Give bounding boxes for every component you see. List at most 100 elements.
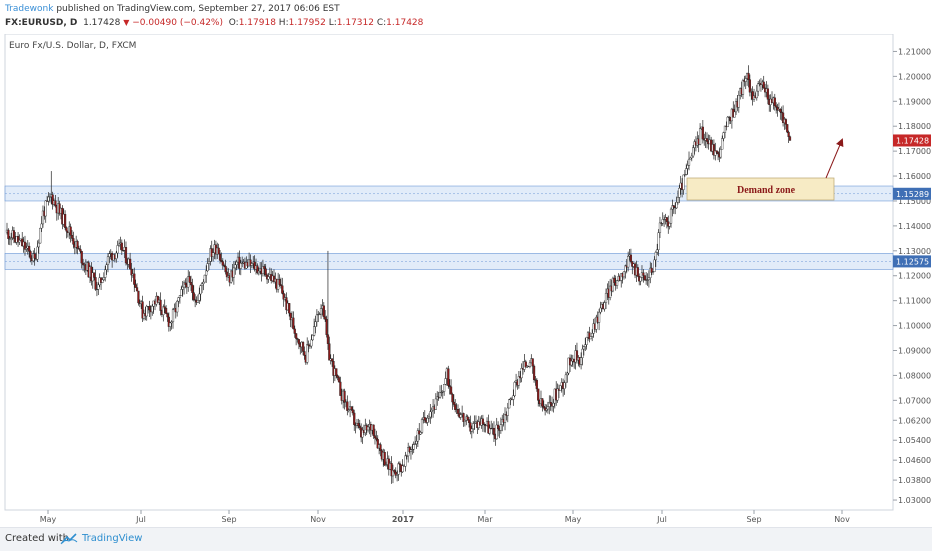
price-chart[interactable]: Euro Fx/U.S. Dollar, D, FXCM 1.21000 1.20… bbox=[0, 34, 932, 527]
candle-body bbox=[542, 406, 545, 408]
candle-body bbox=[391, 470, 395, 477]
candle-body bbox=[117, 243, 121, 246]
candle-body bbox=[642, 272, 645, 276]
x-tick-label: Nov bbox=[310, 515, 326, 524]
candle-body bbox=[627, 256, 630, 268]
candle-body bbox=[7, 229, 10, 239]
y-tick-label: 1.15000 bbox=[898, 197, 931, 206]
candle-body bbox=[603, 302, 606, 310]
candle-body bbox=[705, 138, 709, 142]
candle-body bbox=[671, 205, 674, 210]
candle-body bbox=[682, 174, 685, 190]
candle-body bbox=[427, 416, 431, 419]
candle-body bbox=[137, 290, 140, 304]
candle-body bbox=[357, 422, 360, 427]
candle-body bbox=[678, 188, 681, 198]
candle-body bbox=[451, 394, 454, 403]
candle-body bbox=[741, 80, 745, 95]
x-tick-label: May bbox=[565, 515, 582, 524]
candle-body bbox=[328, 343, 331, 361]
candle-body bbox=[541, 398, 544, 407]
candle-body bbox=[665, 217, 668, 222]
y-tick-label: 1.08000 bbox=[898, 371, 931, 380]
candle-body bbox=[668, 223, 671, 227]
candle-body bbox=[200, 283, 204, 286]
candle-body bbox=[376, 439, 379, 449]
author-link[interactable]: Tradewonk bbox=[5, 4, 54, 14]
candle-body bbox=[249, 259, 252, 266]
candle-body bbox=[169, 322, 172, 327]
candle-body bbox=[339, 381, 342, 396]
candle-body bbox=[198, 293, 201, 301]
candle-body bbox=[379, 444, 382, 451]
candle-body bbox=[44, 200, 47, 217]
candle-body bbox=[162, 306, 165, 315]
candle-body bbox=[148, 306, 151, 311]
candle-body bbox=[181, 286, 184, 290]
candle-body bbox=[12, 230, 16, 239]
zone-price-label: 1.15289 bbox=[896, 190, 929, 199]
candle-body bbox=[751, 91, 754, 100]
candle-body bbox=[676, 197, 680, 203]
candle-body bbox=[282, 293, 285, 300]
candle-body bbox=[412, 444, 415, 450]
candle-body bbox=[180, 289, 183, 296]
candle-body bbox=[581, 348, 584, 358]
candle-body bbox=[129, 258, 132, 270]
candle-body bbox=[278, 279, 281, 285]
y-tick-label: 1.14000 bbox=[898, 222, 931, 231]
candle-body bbox=[189, 282, 193, 286]
candle-body bbox=[176, 300, 179, 313]
candle-body bbox=[133, 273, 136, 285]
candle-body bbox=[585, 337, 588, 345]
candle-body bbox=[663, 219, 666, 221]
candle-body bbox=[351, 409, 354, 414]
candle-body bbox=[520, 368, 523, 379]
candle-body bbox=[199, 285, 202, 295]
candle-body bbox=[350, 406, 353, 410]
candle-body bbox=[415, 441, 418, 445]
candle-body bbox=[188, 276, 191, 283]
candle-body bbox=[65, 227, 68, 232]
candle-body bbox=[545, 408, 548, 411]
candle-body bbox=[466, 416, 469, 420]
candle-body bbox=[25, 247, 28, 250]
candle-body bbox=[250, 263, 253, 266]
candle-body bbox=[462, 413, 465, 422]
candle-body bbox=[326, 334, 330, 344]
candle-body bbox=[773, 97, 776, 106]
candle-body bbox=[473, 422, 476, 424]
candle-body bbox=[10, 237, 13, 239]
candle-body bbox=[657, 232, 660, 250]
candle-body bbox=[584, 344, 587, 347]
candle-body bbox=[548, 402, 551, 407]
candle-body bbox=[658, 222, 662, 233]
candle-body bbox=[563, 382, 566, 389]
candle-body bbox=[264, 268, 267, 276]
candle-body bbox=[609, 285, 612, 298]
candle-body bbox=[589, 336, 592, 340]
candle-body bbox=[130, 268, 133, 276]
candle-body bbox=[629, 254, 633, 262]
candle-body bbox=[748, 79, 751, 93]
demand-zone-box bbox=[686, 177, 835, 201]
candle-body bbox=[325, 319, 328, 335]
publish-info: published on TradingView.com, September … bbox=[56, 4, 340, 14]
candle-body bbox=[202, 281, 205, 284]
candle-body bbox=[508, 399, 511, 409]
tradingview-cloud-icon bbox=[60, 533, 78, 545]
y-tick-label: 1.21000 bbox=[898, 47, 931, 56]
candle-body bbox=[549, 402, 552, 405]
candle-body bbox=[206, 263, 209, 272]
candle-body bbox=[307, 344, 310, 346]
candle-body bbox=[48, 196, 51, 198]
candle-body bbox=[499, 424, 502, 431]
publish-line: Tradewonk published on TradingView.com, … bbox=[5, 4, 340, 14]
candle-body bbox=[257, 270, 260, 274]
candle-body bbox=[390, 463, 393, 477]
candle-body bbox=[318, 313, 321, 315]
candle-body bbox=[261, 266, 265, 274]
tradingview-link[interactable]: TradingView bbox=[82, 533, 143, 544]
candle-body bbox=[23, 241, 27, 250]
candle-body bbox=[441, 391, 444, 393]
